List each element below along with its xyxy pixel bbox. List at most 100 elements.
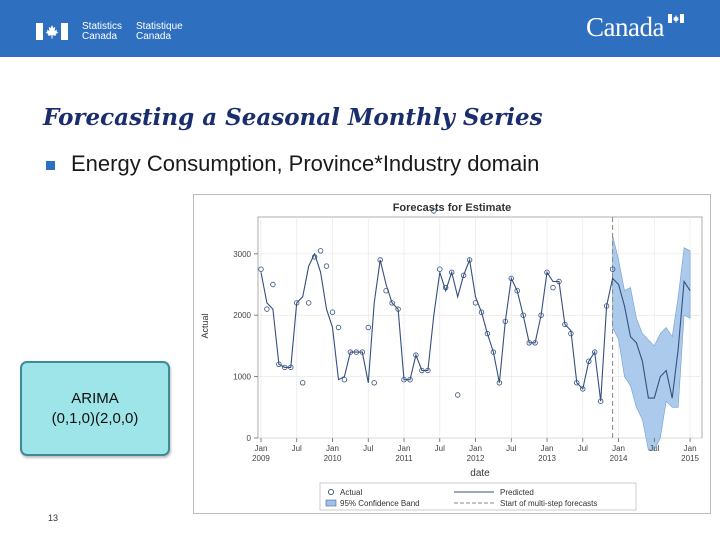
legend-forecast-start: Start of multi-step forecasts [500,499,597,508]
predicted-line-layer [260,252,691,402]
actual-point [508,275,514,282]
actual-point [407,376,413,383]
actual-point [592,349,598,355]
x-tick-label: Jul [363,444,373,453]
actual-point [544,269,550,275]
x-axis-label: date [470,468,490,479]
actual-point [490,349,497,355]
actual-point [568,330,574,337]
actual-point [526,340,532,346]
predicted-line [260,252,691,402]
actual-point [562,321,568,328]
actual-marker-layer [258,208,616,404]
x-tick-label: Jan [326,444,339,453]
legend-band: 95% Confidence Band [340,499,420,508]
x-tick-label: Jul [506,444,516,453]
legend-band-swatch [325,499,337,507]
y-tick-label: 3000 [233,250,251,259]
x-tick-year-label: 2014 [610,454,628,463]
x-tick-year-label: 2015 [681,454,699,463]
actual-point [401,376,407,383]
actual-point [603,303,610,309]
confidence-band [612,235,691,451]
actual-point [299,380,306,386]
legend-frame [319,482,637,511]
actual-point [264,306,270,312]
actual-point [341,376,348,383]
actual-point [425,367,431,374]
actual-point [323,263,330,269]
actual-point [496,380,503,386]
actual-point [520,312,526,318]
org-name-fr: Statistique Canada [136,22,183,42]
slide-title: Forecasting a Seasonal Monthly Series [43,104,543,131]
x-tick-label: Jan [684,444,697,453]
actual-point [359,349,365,355]
actual-point [293,300,300,306]
canada-flag-icon [36,23,68,40]
actual-point [335,324,342,331]
actual-point [609,266,616,272]
page-number: 13 [48,513,59,523]
actual-point [419,367,425,374]
y-tick-label: 2000 [233,311,251,320]
actual-point [586,358,592,364]
actual-point [377,257,383,263]
x-tick-label: Jul [435,444,445,453]
forecast-chart: Forecasts for Estimate 0100020003000Jan2… [200,202,703,511]
actual-point [574,380,580,386]
y-tick-label: 1000 [233,373,251,382]
org-en-line2: Canada [82,31,118,42]
x-tick-label: Jul [578,444,588,453]
confidence-band-layer [612,217,691,451]
x-tick-year-label: 2012 [467,454,485,463]
x-tick-year-label: 2010 [324,454,342,463]
header-bar: Statistics Canada Statistique Canada Can… [0,0,720,57]
actual-point [365,324,371,331]
wordmark-flag-icon [668,14,684,23]
actual-point [514,287,520,294]
x-tick-label: Jan [398,444,411,453]
actual-point [449,269,455,275]
actual-point [550,284,556,291]
actual-point [538,312,544,318]
canada-wordmark: Canada [586,12,664,42]
x-tick-year-label: 2009 [252,454,270,463]
x-tick-year-label: 2013 [538,454,556,463]
legend-predicted: Predicted [500,488,534,497]
org-en-line1: Statistics [82,21,123,32]
actual-point [580,386,586,392]
actual-point [311,254,318,260]
actual-point [353,349,359,355]
actual-point [413,352,419,358]
actual-point [442,284,449,291]
actual-point [347,349,354,355]
x-tick-label: Jul [292,444,302,453]
y-tick-label: 0 [247,434,252,443]
actual-point [466,257,473,263]
chart-title: Forecasts for Estimate [393,202,512,214]
x-tick-year-label: 2011 [395,454,413,463]
y-axis-label: Actual [200,313,210,338]
legend-actual-marker [327,488,335,496]
actual-point [258,266,264,272]
actual-point [460,272,467,278]
actual-point [317,248,324,254]
actual-point [478,309,485,315]
x-tick-label: Jan [469,444,482,453]
actual-point [532,340,538,346]
actual-point [437,266,443,272]
org-fr-line2: Canada [136,31,172,42]
bullet-text: Energy Consumption, Province*Industry do… [71,151,540,176]
actual-point [282,364,288,371]
actual-point [270,281,276,288]
actual-point [395,306,401,312]
x-tick-label: Jul [649,444,659,453]
actual-point [431,208,437,214]
model-line2: (0,1,0)(2,0,0) [51,410,139,427]
model-callout-box: ARIMA (0,1,0)(2,0,0) [20,361,170,456]
actual-point [455,392,461,398]
actual-point [502,318,508,325]
grid-layer [258,217,702,439]
